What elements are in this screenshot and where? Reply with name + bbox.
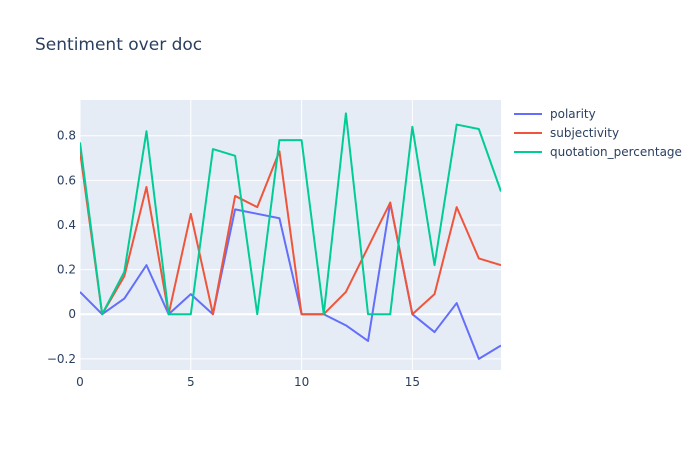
legend[interactable]: polarity subjectivity quotation_percentage	[514, 107, 682, 159]
legend-label: subjectivity	[550, 126, 619, 140]
x-tick-label: 15	[405, 375, 420, 389]
axis-ticks: −0.200.20.40.60.80 5 10 15	[47, 129, 420, 389]
y-tick-label: 0.4	[57, 218, 76, 232]
x-tick-label: 10	[294, 375, 309, 389]
series-line-quotation-percentage	[80, 112, 501, 316]
y-tick-label: 0.8	[57, 129, 76, 143]
series-lines	[80, 112, 501, 360]
legend-item-quotation-percentage[interactable]: quotation_percentage	[514, 145, 682, 159]
legend-item-polarity[interactable]: polarity	[514, 107, 596, 121]
y-tick-label: 0	[68, 307, 76, 321]
series-line-subjectivity	[80, 150, 501, 316]
y-tick-label: 0.6	[57, 173, 76, 187]
x-tick-label: 0	[76, 375, 84, 389]
chart-title: Sentiment over doc	[35, 35, 202, 55]
y-tick-label: −0.2	[47, 352, 76, 366]
legend-label: polarity	[550, 107, 596, 121]
legend-item-subjectivity[interactable]: subjectivity	[514, 126, 619, 140]
x-tick-label: 5	[187, 375, 195, 389]
y-tick-label: 0.2	[57, 263, 76, 277]
series-line-polarity	[80, 201, 501, 360]
legend-label: quotation_percentage	[550, 145, 682, 159]
